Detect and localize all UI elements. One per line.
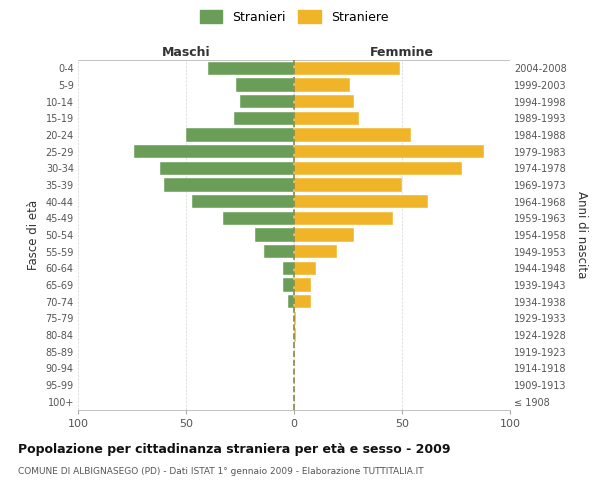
Bar	[294, 212, 394, 225]
Bar	[294, 195, 428, 208]
Y-axis label: Anni di nascita: Anni di nascita	[575, 192, 588, 278]
Bar	[283, 278, 294, 291]
Bar	[236, 78, 294, 92]
Bar	[294, 278, 311, 291]
Bar	[294, 178, 402, 192]
Bar	[233, 112, 294, 125]
Bar	[255, 228, 294, 241]
Bar	[160, 162, 294, 175]
Bar	[294, 95, 355, 108]
Legend: Stranieri, Straniere: Stranieri, Straniere	[195, 5, 393, 28]
Bar	[186, 128, 294, 141]
Bar	[294, 62, 400, 75]
Bar	[208, 62, 294, 75]
Bar	[134, 145, 294, 158]
Bar	[294, 145, 484, 158]
Bar	[287, 295, 294, 308]
Text: Femmine: Femmine	[370, 46, 434, 59]
Bar	[294, 228, 355, 241]
Bar	[240, 95, 294, 108]
Bar	[294, 245, 337, 258]
Y-axis label: Fasce di età: Fasce di età	[27, 200, 40, 270]
Bar	[264, 245, 294, 258]
Bar	[294, 295, 311, 308]
Text: Maschi: Maschi	[161, 46, 211, 59]
Text: Popolazione per cittadinanza straniera per età e sesso - 2009: Popolazione per cittadinanza straniera p…	[18, 442, 451, 456]
Bar	[294, 328, 296, 342]
Bar	[294, 262, 316, 275]
Bar	[294, 128, 410, 141]
Bar	[223, 212, 294, 225]
Bar	[294, 162, 463, 175]
Bar	[193, 195, 294, 208]
Bar	[164, 178, 294, 192]
Bar	[294, 312, 296, 325]
Bar	[294, 78, 350, 92]
Bar	[283, 262, 294, 275]
Text: COMUNE DI ALBIGNASEGO (PD) - Dati ISTAT 1° gennaio 2009 - Elaborazione TUTTITALI: COMUNE DI ALBIGNASEGO (PD) - Dati ISTAT …	[18, 468, 424, 476]
Bar	[294, 112, 359, 125]
